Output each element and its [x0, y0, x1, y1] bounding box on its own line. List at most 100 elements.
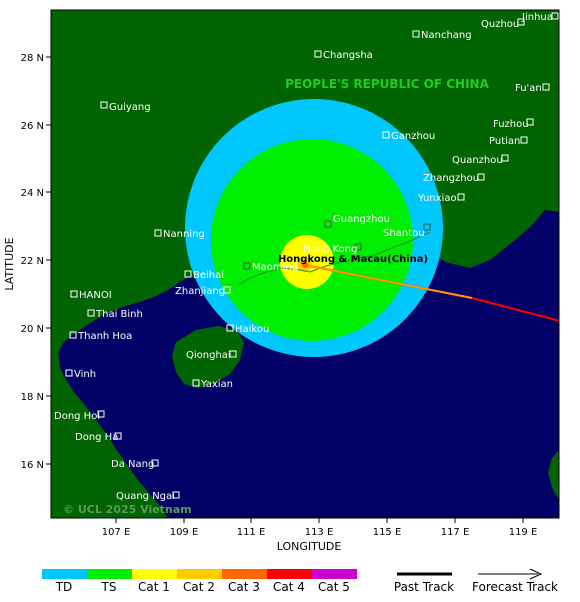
forecast-track-early: [304, 264, 473, 299]
arrow-right-icon: [529, 568, 543, 580]
city-label: Putian: [489, 136, 520, 147]
city-marker: [87, 309, 95, 317]
city-label: Shantou: [383, 228, 425, 239]
storm-center-dot: [302, 262, 308, 268]
map-area[interactable]: [51, 10, 560, 518]
city-label: Fu'an: [515, 83, 542, 94]
city-marker: [243, 262, 251, 270]
city-label: Da Nang: [111, 459, 154, 470]
watermark: © UCL 2025 Vietnam: [63, 503, 192, 516]
city-marker: [69, 331, 77, 339]
forecast-track-label: Forecast Track: [472, 580, 558, 594]
legend-swatch-cat3: [222, 569, 267, 579]
city-label: Zhanjiang: [175, 286, 225, 297]
city-label: Nanning: [163, 229, 205, 240]
legend-color-bar: [42, 569, 357, 579]
legend-swatch-cat4: [267, 569, 312, 579]
legend-label: TS: [101, 580, 117, 594]
city-label: Fuzhou: [493, 119, 529, 130]
y-tick-label: 24 N: [21, 188, 44, 199]
city-marker: [324, 220, 332, 228]
city-label: Nanchang: [421, 30, 472, 41]
x-tick-label: 111 E: [237, 527, 266, 538]
city-marker: [354, 243, 362, 251]
city-label: Guangzhou: [333, 214, 390, 225]
city-label: Maoming: [252, 262, 298, 273]
legend-swatch-ts: [87, 569, 132, 579]
city-marker: [100, 101, 108, 109]
legend-swatch-cat2: [177, 569, 222, 579]
city-label: Thai Binh: [95, 309, 143, 320]
city-marker: [551, 12, 559, 20]
city-marker: [517, 18, 525, 26]
x-axis-title: LONGITUDE: [277, 540, 342, 553]
city-marker: [457, 193, 465, 201]
city-label: Quanzhou: [452, 155, 503, 166]
y-tick-label: 20 N: [21, 324, 44, 335]
city-label: Yaxian: [200, 379, 233, 390]
map-border: [50, 9, 560, 519]
x-tick-label: 107 E: [102, 527, 131, 538]
country-label: PEOPLE'S REPUBLIC OF CHINA: [285, 77, 489, 91]
city-marker: [520, 136, 528, 144]
x-tick-label: 109 E: [170, 527, 199, 538]
city-label: Quzhou: [481, 19, 519, 30]
y-axis: 28 N 26 N 24 N 22 N 20 N 18 N 16 N: [21, 53, 51, 471]
past-track-label: Past Track: [394, 580, 454, 594]
hainan-island: [172, 326, 244, 388]
city-label: Haikou: [235, 324, 269, 335]
city-label: Ganzhou: [391, 131, 435, 142]
legend-swatch-td: [42, 569, 87, 579]
legend-label: Cat 5: [318, 580, 350, 594]
taiwan-island: [548, 450, 559, 500]
x-tick-label: 119 E: [509, 527, 538, 538]
city-marker: [382, 131, 390, 139]
city-label: Dong Ha: [75, 432, 118, 443]
y-axis-title: LATITUDE: [3, 237, 16, 290]
city-marker: [223, 286, 231, 294]
city-marker: [192, 379, 200, 387]
city-marker: [501, 154, 509, 162]
city-marker: [172, 491, 180, 499]
city-label: Yunxiao: [417, 193, 457, 204]
x-axis: 107 E 109 E 111 E 113 E 115 E 117 E 119 …: [102, 518, 538, 538]
city-label: HANOI: [79, 290, 112, 301]
city-marker: [114, 432, 122, 440]
legend-label: Cat 1: [138, 580, 170, 594]
city-marker: [151, 459, 159, 467]
city-label: Changsha: [323, 50, 373, 61]
city-marker: [477, 173, 485, 181]
legend-label: TD: [55, 580, 73, 594]
x-tick-label: 117 E: [441, 527, 470, 538]
legend-label: Cat 4: [273, 580, 305, 594]
city-marker: [97, 410, 105, 418]
city-label: Thanh Hoa: [77, 331, 132, 342]
city-label: Dong Hoi: [54, 411, 100, 422]
city-marker: [184, 270, 192, 278]
city-label: Hong Kong: [303, 244, 357, 255]
city-label: Quang Ngai: [116, 491, 175, 502]
y-tick-label: 16 N: [21, 460, 44, 471]
city-marker: [314, 50, 322, 58]
y-tick-label: 28 N: [21, 53, 44, 64]
y-tick-label: 18 N: [21, 392, 44, 403]
legend-swatch-cat1: [132, 569, 177, 579]
city-marker: [412, 30, 420, 38]
storm-marker[interactable]: [302, 262, 308, 268]
city-label: Zhangzhou: [423, 173, 479, 184]
legend: TD TS Cat 1 Cat 2 Cat 3 Cat 4 Cat 5 Past…: [42, 568, 558, 594]
city-label: Vinh: [74, 369, 96, 380]
y-tick-label: 26 N: [21, 121, 44, 132]
legend-swatch-cat5: [312, 569, 357, 579]
x-tick-label: 113 E: [305, 527, 334, 538]
city-marker: [70, 290, 78, 298]
city-marker: [154, 229, 162, 237]
city-label: Guiyang: [109, 102, 151, 113]
city-label: Beihai: [193, 270, 224, 281]
coastline-overlay: [237, 231, 431, 286]
city-label: Qionghai: [186, 350, 231, 361]
city-markers: Quzhou Jinhua Nanchang Changsha Fu'an Gu…: [54, 12, 559, 502]
y-tick-label: 22 N: [21, 256, 44, 267]
city-marker: [542, 83, 550, 91]
legend-label: Cat 2: [183, 580, 215, 594]
